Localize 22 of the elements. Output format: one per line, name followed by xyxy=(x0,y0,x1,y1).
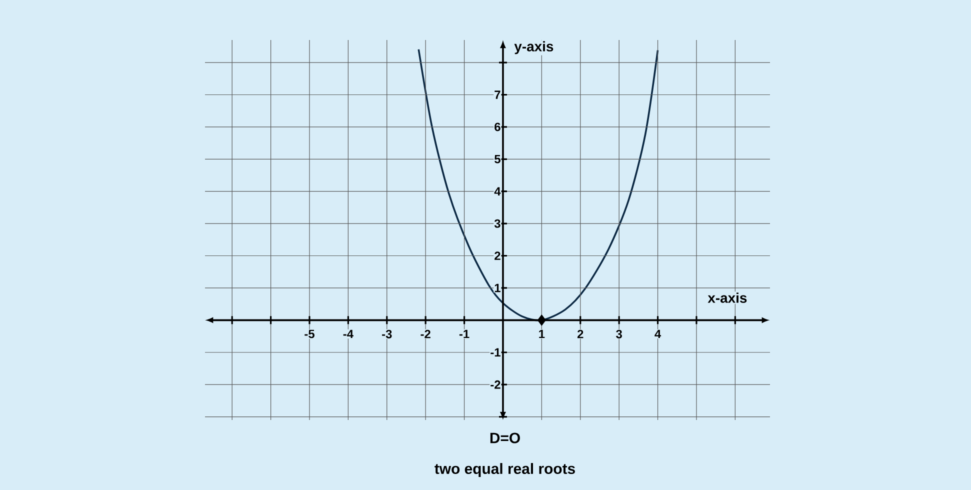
y-axis-title: y-axis xyxy=(514,41,554,54)
y-tick-label: 2 xyxy=(494,252,500,260)
x-axis-title: x-axis xyxy=(708,292,747,303)
y-tick-label: 3 xyxy=(494,219,500,228)
x-tick-label: -2 xyxy=(420,330,430,338)
y-tick-label: 7 xyxy=(494,90,500,99)
x-tick-label: -4 xyxy=(343,330,354,338)
x-tick-label: 3 xyxy=(616,330,622,338)
x-tick-label: 2 xyxy=(577,330,584,338)
text: D=O xyxy=(490,432,520,444)
y-tick-label: 6 xyxy=(494,122,500,132)
x-tick-label: -3 xyxy=(382,330,392,338)
text: two equal real roots xyxy=(434,463,575,477)
x-tick-label: 1 xyxy=(539,330,545,338)
y-tick-label: -2 xyxy=(490,380,500,389)
y-tick-label: 4 xyxy=(494,187,501,196)
x-tick-label: 4 xyxy=(654,330,662,338)
x-tick-label: -1 xyxy=(459,330,470,338)
y-tick-label: -1 xyxy=(490,348,500,356)
y-tick-label: 1 xyxy=(494,284,500,292)
y-tick-label: 5 xyxy=(494,154,500,164)
x-tick-label: -5 xyxy=(304,330,314,338)
